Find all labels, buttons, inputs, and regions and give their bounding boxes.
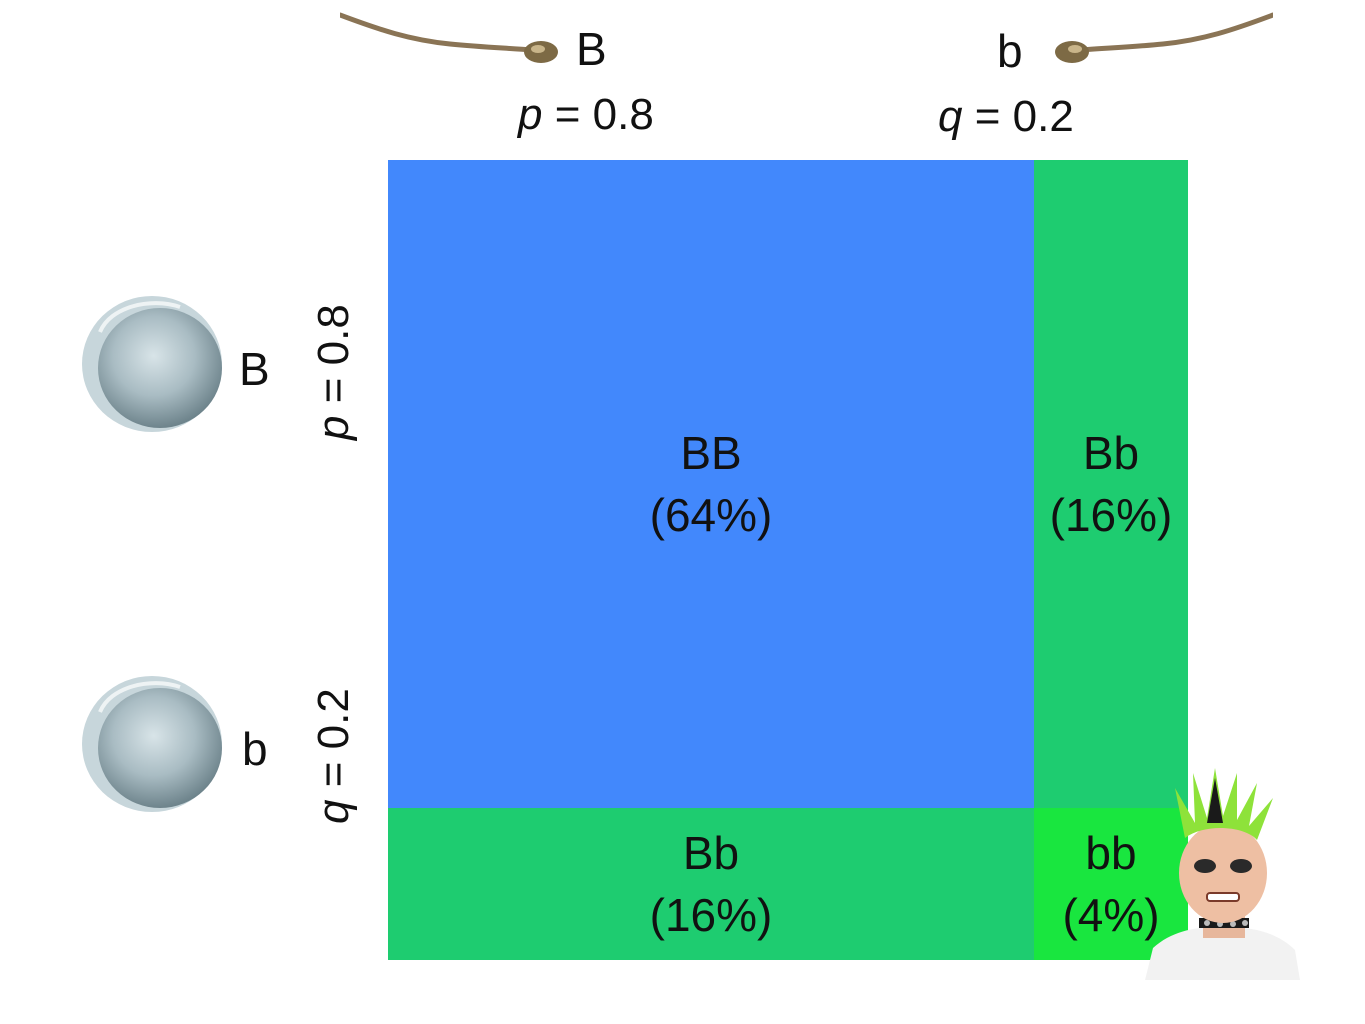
- top-freq-q: q = 0.2: [938, 95, 1074, 139]
- top-freq-p: p = 0.8: [518, 93, 654, 137]
- cell-BB: BB (64%): [388, 160, 1034, 808]
- left-allele-b: b: [242, 723, 268, 775]
- genotype-percent: (64%): [649, 489, 773, 541]
- top-allele-b: b: [997, 25, 1023, 77]
- left-freq-q: q = 0.2: [309, 688, 358, 824]
- egg-cell-icon-b: [82, 676, 222, 812]
- freq-value: = 0.2: [309, 688, 358, 800]
- top-allele-B: B: [576, 23, 607, 75]
- genotype-label: Bb: [1082, 426, 1140, 479]
- freq-value: = 0.8: [542, 90, 654, 139]
- freq-symbol: p: [309, 415, 358, 440]
- sperm-icon-b-upper: [340, 12, 558, 63]
- left-freq-p: p = 0.8: [309, 304, 358, 440]
- genotype-percent: (16%): [1049, 489, 1173, 541]
- cell-bb: bb (4%): [1034, 808, 1188, 960]
- freq-symbol: q: [938, 92, 963, 141]
- freq-value: = 0.2: [962, 92, 1074, 141]
- genotype-label: bb: [1085, 826, 1137, 879]
- freq-symbol: p: [518, 90, 543, 139]
- sperm-icon-b-lower: [1055, 12, 1273, 63]
- cell-Bb-bottom: Bb (16%): [388, 808, 1034, 960]
- left-allele-B: B: [239, 343, 270, 395]
- punk-person-icon: [1145, 768, 1300, 980]
- egg-cell-icon-B: [82, 296, 222, 432]
- genotype-label: Bb: [682, 826, 740, 879]
- cell-Bb-top: Bb (16%): [1034, 160, 1188, 808]
- freq-symbol: q: [309, 799, 358, 824]
- freq-value: = 0.8: [309, 304, 358, 416]
- genotype-percent: (16%): [649, 889, 773, 941]
- genotype-percent: (4%): [1062, 889, 1160, 941]
- genotype-label: BB: [680, 426, 742, 479]
